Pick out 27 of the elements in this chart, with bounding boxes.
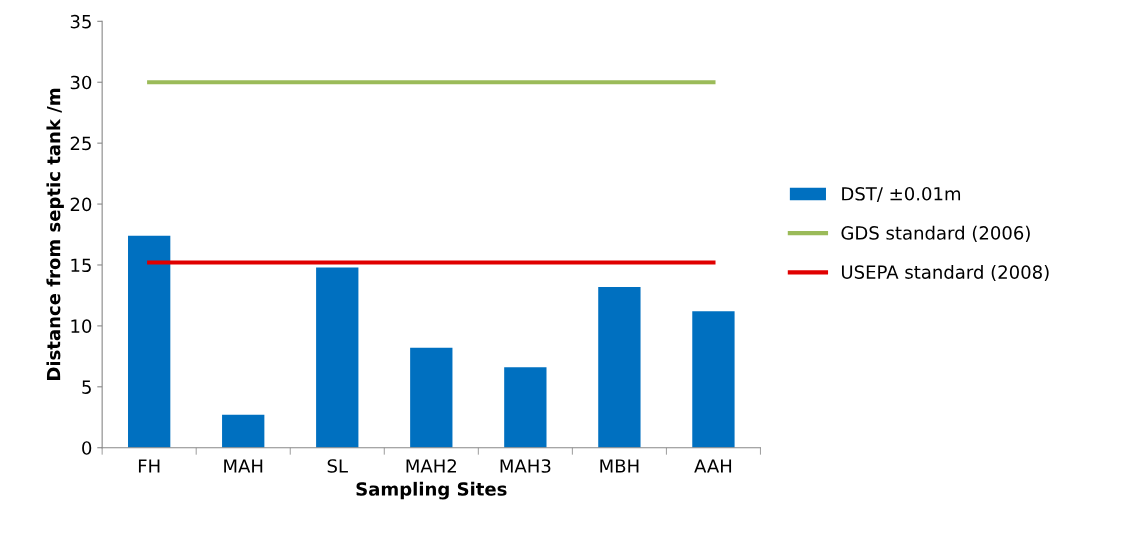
legend-label: DST/ ±0.01m [842,186,961,203]
x-tick-label: MAH [224,459,263,473]
legend-label: GDS standard (2006) [841,225,1030,242]
y-axis-title: Distance from septic tank /m [46,88,64,380]
bar [222,414,265,448]
x-tick-label: AAH [694,459,732,473]
y-tick-label: 30 [70,75,92,90]
x-tick-label: MBH [600,459,639,473]
y-tick-label: 25 [70,136,91,151]
y-tick-label: 35 [70,14,91,29]
x-axis-title: Sampling Sites [356,481,507,500]
bar [410,347,453,448]
y-tick-label: 5 [82,380,91,394]
bar [692,311,735,448]
bar [128,235,171,448]
bar [504,367,547,448]
x-tick-label: SL [327,459,348,473]
y-tick-label: 10 [71,319,92,334]
x-tick-label: MAH2 [406,459,456,473]
legend-label: USEPA standard (2008) [841,264,1049,282]
bar [598,286,641,448]
x-tick-label: MAH3 [500,459,551,473]
bar [316,267,359,448]
y-tick-label: 0 [82,441,92,455]
x-tick-label: FH [138,459,160,473]
y-tick-label: 15 [71,258,91,273]
y-tick-label: 20 [70,197,92,212]
